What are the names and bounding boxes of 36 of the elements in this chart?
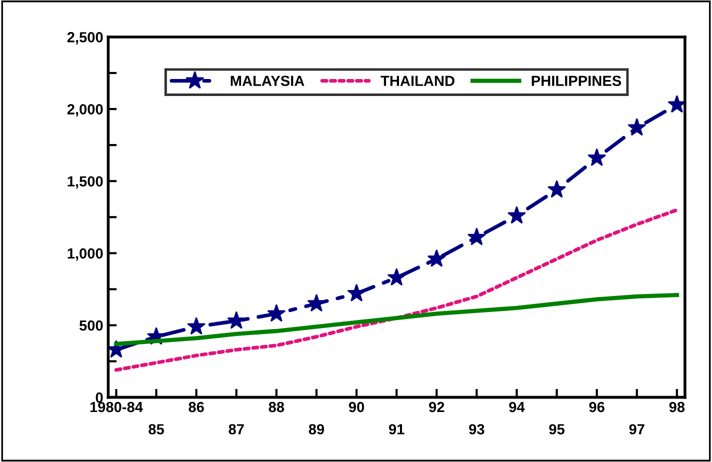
x-tick-label: 89: [308, 424, 324, 434]
point: [427, 249, 446, 267]
y-tick-label: 0: [96, 392, 103, 403]
point: [467, 228, 486, 246]
x-tick-label: 96: [589, 402, 604, 412]
x-tick-label: 86: [188, 402, 204, 412]
x-tick-label: 87: [228, 424, 244, 434]
point: [507, 206, 526, 224]
x-tick-label: 88: [268, 402, 284, 412]
x-tick-label: 95: [549, 424, 564, 434]
point: [548, 180, 566, 198]
point: [227, 311, 246, 329]
point: [187, 316, 206, 335]
point: [267, 304, 286, 322]
x-tick-label: 97: [629, 424, 644, 434]
y-tick-label: 1,000: [68, 248, 103, 261]
legend-label: PHILIPPINES: [532, 76, 622, 86]
y-tick-label: 2,000: [67, 104, 103, 117]
x-tick-label: 98: [669, 402, 685, 412]
y-tick-label: 1,500: [68, 176, 103, 189]
x-tick-label: 91: [388, 424, 404, 434]
legend-label: THAILAND: [380, 76, 454, 86]
legend-label: MALAYSIA: [230, 76, 304, 86]
point: [588, 148, 606, 166]
x-tick-label: 1980-84: [90, 402, 143, 412]
point: [347, 284, 366, 302]
x-tick-label: 90: [348, 402, 364, 412]
y-tick-label: 2,500: [67, 32, 103, 44]
y-tick-label: 500: [79, 320, 103, 331]
line-series: [114, 208, 679, 372]
x-tick-label: 85: [148, 424, 164, 434]
point: [628, 118, 646, 136]
x-tick-label: 92: [429, 402, 444, 412]
x-tick-label: 93: [469, 424, 484, 434]
x-tick-label: 94: [509, 402, 525, 412]
point: [387, 268, 406, 286]
